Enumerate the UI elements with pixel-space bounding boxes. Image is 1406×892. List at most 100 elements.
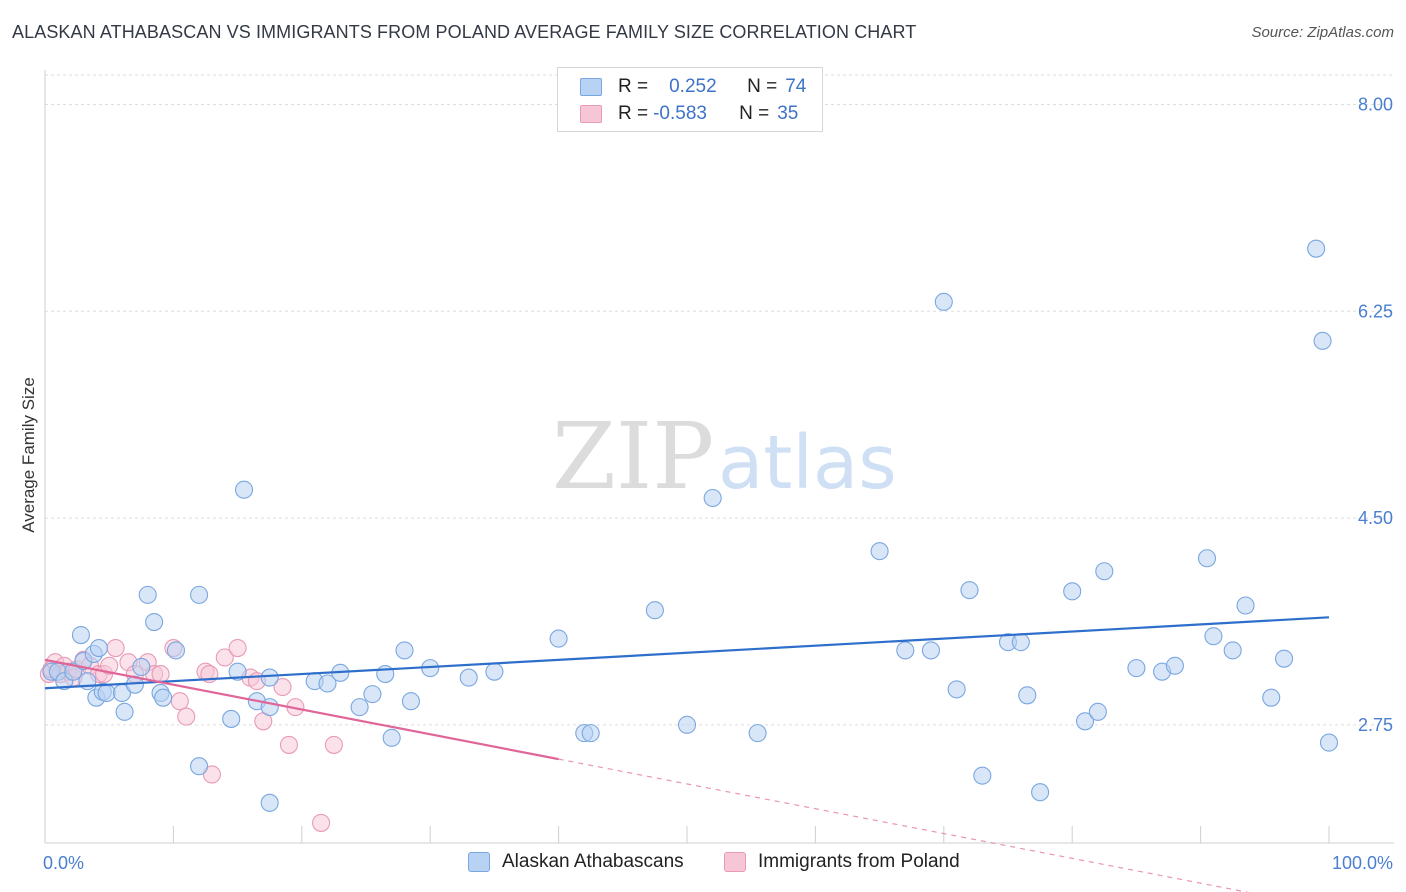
pink-point: [100, 656, 119, 675]
blue-point: [1031, 783, 1050, 802]
blue-point: [1063, 582, 1082, 601]
bottom-legend-swatch-pink: [724, 852, 746, 872]
blue-point: [382, 728, 401, 747]
watermark: ZIP atlas: [552, 403, 897, 510]
blue-point: [89, 638, 108, 658]
watermark-zip: ZIP: [552, 403, 714, 510]
blue-point: [960, 581, 979, 600]
axes: [44, 70, 1394, 844]
blue-point: [921, 641, 941, 660]
blue-point: [645, 601, 664, 620]
blue-point: [350, 698, 369, 717]
grid-lines: [45, 74, 1394, 726]
blue-point: [154, 688, 173, 707]
blue-point: [1223, 641, 1242, 660]
x-tick-label: 0.0%: [43, 853, 84, 873]
legend-n-value: 74: [785, 76, 807, 97]
blue-point: [677, 715, 697, 734]
legend-swatch-pink: [580, 105, 602, 123]
blue-point: [138, 585, 157, 604]
pink-point: [273, 677, 292, 697]
blue-point: [485, 662, 504, 681]
bottom-legend-pink: Immigrants from Poland: [724, 851, 960, 873]
blue-point: [97, 683, 116, 702]
blue-point: [870, 542, 889, 561]
pink-point: [177, 707, 196, 726]
blue-point: [1127, 659, 1146, 678]
blue-point: [549, 629, 568, 648]
blue-point: [1307, 239, 1326, 258]
bottom-legend-label-pink: Immigrants from Poland: [758, 851, 960, 872]
blue-point: [1018, 686, 1037, 705]
blue-point: [260, 793, 279, 812]
legend-n-label: N =: [747, 76, 778, 97]
y-tick-label: 4.50: [1358, 508, 1393, 528]
legend-r-label: R =: [618, 103, 649, 124]
pink-trend-line: [44, 658, 559, 761]
legend-swatch-blue: [580, 78, 602, 96]
blue-point: [1088, 702, 1107, 721]
blue-point: [1204, 627, 1223, 646]
blue-point: [234, 480, 254, 499]
blue-point: [934, 292, 953, 311]
pink-point: [170, 692, 189, 711]
pink-point: [312, 813, 331, 832]
bottom-legend-blue: Alaskan Athabascans: [468, 851, 684, 873]
chart-title: ALASKAN ATHABASCAN VS IMMIGRANTS FROM PO…: [12, 22, 917, 42]
blue-point: [581, 724, 600, 743]
pink-point: [279, 735, 299, 754]
blue-point: [1011, 633, 1030, 652]
source-label: Source: ZipAtlas.com: [1251, 24, 1394, 41]
legend-row-blue: R = 0.252 N = 74: [580, 75, 806, 99]
blue-point: [1262, 688, 1281, 707]
watermark-atlas: atlas: [718, 420, 897, 506]
blue-point: [1236, 596, 1255, 615]
blue-point: [1275, 649, 1294, 668]
bottom-legend-label-blue: Alaskan Athabascans: [502, 851, 684, 872]
pink-point: [215, 648, 234, 667]
legend-row-pink: R = -0.583 N = 35: [580, 102, 798, 126]
pink-point: [106, 638, 125, 658]
blue-point: [190, 585, 209, 604]
blue-point: [748, 724, 767, 743]
blue-point: [1095, 562, 1114, 581]
blue-point: [395, 641, 414, 660]
y-tick-label: 2.75: [1358, 715, 1393, 735]
legend-n-value: 35: [777, 103, 799, 124]
pink-trend-extension: [558, 758, 1250, 892]
blue-point: [190, 757, 209, 776]
pink-point: [324, 735, 343, 754]
correlation-legend: R = 0.252 N = 74 R = -0.583 N = 35: [557, 67, 823, 132]
bottom-legend-swatch-blue: [468, 852, 490, 872]
blue-point: [896, 641, 915, 660]
blue-point: [145, 613, 164, 632]
pink-point: [228, 638, 247, 658]
x-tick-label: 100.0%: [1332, 853, 1393, 873]
blue-point: [222, 709, 241, 728]
blue-point: [228, 662, 247, 681]
blue-point: [1075, 712, 1095, 731]
pink-point: [202, 765, 221, 784]
blue-point: [1319, 733, 1339, 752]
y-tick-label: 6.25: [1358, 301, 1393, 321]
blue-point: [1165, 656, 1184, 675]
blue-trend-line: [44, 616, 1330, 690]
blue-point: [318, 674, 337, 693]
y-tick-label: 8.00: [1358, 95, 1393, 115]
blue-point: [1197, 549, 1217, 568]
legend-r-label: R =: [618, 76, 649, 97]
blue-point: [132, 657, 151, 677]
blue-series: [42, 239, 1339, 812]
blue-point: [260, 668, 279, 687]
blue-point: [363, 685, 382, 704]
blue-point: [947, 680, 966, 699]
blue-point: [1313, 331, 1332, 350]
tick-labels: 2.75 4.50 6.25 8.00 0.0% 100.0%: [43, 95, 1393, 873]
blue-point: [973, 766, 992, 785]
blue-point: [115, 702, 134, 721]
y-axis-label: Average Family Size: [19, 377, 38, 533]
blue-point: [71, 625, 91, 645]
legend-r-value: -0.583: [653, 103, 707, 124]
trend-lines: [44, 616, 1330, 892]
